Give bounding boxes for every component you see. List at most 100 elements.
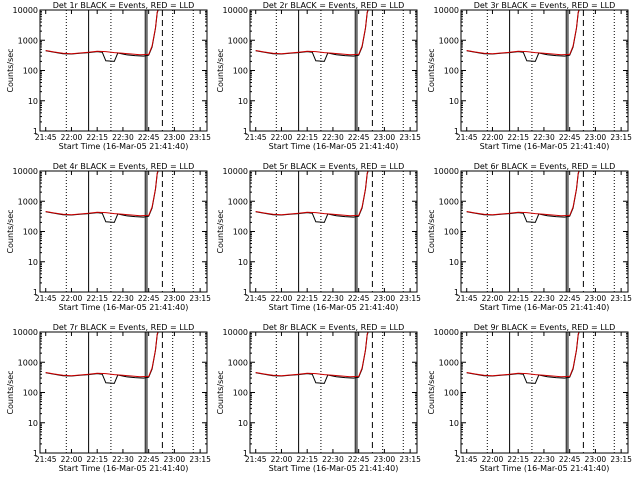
- y-tick-label: 10: [238, 97, 248, 106]
- x-tick-label: 22:45: [348, 294, 370, 303]
- x-tick-label: 22:15: [296, 455, 318, 464]
- y-tick-label: 1000: [18, 197, 38, 206]
- x-tick-label: 22:30: [322, 133, 344, 142]
- x-tick-label: 23:15: [399, 455, 421, 464]
- plot-title: Det 2r BLACK = Events, RED = LLD: [263, 1, 405, 10]
- x-tick-label: 22:15: [86, 294, 108, 303]
- plot-panel-5: Det 5r BLACK = Events, RED = LLD 1 10 100 10…: [216, 162, 421, 312]
- y-tick-label: 1: [454, 449, 459, 458]
- x-tick-label: 23:00: [585, 294, 607, 303]
- y-tick-label: 100: [233, 389, 248, 398]
- plot-panel-2: Det 2r BLACK = Events, RED = LLD 1 10 100 10…: [216, 1, 421, 151]
- x-tick-label: 22:30: [112, 133, 134, 142]
- series-line-lld: [466, 171, 580, 217]
- plot-panel-3: Det 3r BLACK = Events, RED = LLD 1 10 100 10…: [427, 1, 632, 151]
- x-tick-label: 21:45: [35, 133, 57, 142]
- x-tick-label: 22:15: [296, 294, 318, 303]
- x-tick-label: 23:00: [164, 133, 186, 142]
- y-tick-label: 100: [233, 67, 248, 76]
- plot-frame: [249, 331, 418, 454]
- y-tick-label: 1: [33, 127, 38, 136]
- plot-frame: [460, 9, 629, 132]
- y-tick-label: 10: [449, 419, 459, 428]
- x-tick-label: 22:30: [112, 294, 134, 303]
- y-tick-label: 100: [444, 67, 459, 76]
- x-tick-label: 23:15: [610, 294, 632, 303]
- x-tick-label: 23:00: [374, 133, 396, 142]
- series-line-lld: [255, 332, 369, 378]
- x-tick-label: 22:45: [138, 133, 160, 142]
- plot-title: Det 1r BLACK = Events, RED = LLD: [53, 1, 195, 10]
- plot-title: Det 6r BLACK = Events, RED = LLD: [474, 162, 616, 171]
- x-tick-label: 21:45: [456, 133, 478, 142]
- x-tick-label: 22:30: [533, 133, 555, 142]
- x-tick-label: 22:15: [86, 133, 108, 142]
- x-tick-label: 22:00: [482, 294, 504, 303]
- x-tick-label: 22:30: [322, 294, 344, 303]
- x-tick-label: 23:15: [189, 294, 211, 303]
- y-axis-label: Counts/sec: [6, 370, 15, 414]
- plot-title: Det 7r BLACK = Events, RED = LLD: [53, 323, 195, 332]
- x-tick-label: 22:45: [559, 455, 581, 464]
- x-tick-label: 22:00: [61, 294, 83, 303]
- y-axis-label: Counts/sec: [427, 209, 436, 253]
- x-axis-label: Start Time (16-Mar-05 21:41:40): [59, 142, 189, 151]
- x-tick-label: 23:15: [399, 294, 421, 303]
- x-tick-label: 22:00: [61, 455, 83, 464]
- plot-frame: [249, 9, 418, 132]
- y-tick-label: 10000: [13, 328, 38, 337]
- series-line-lld: [466, 10, 580, 56]
- x-tick-label: 23:00: [585, 133, 607, 142]
- plot-frame: [39, 331, 208, 454]
- x-axis-label: Start Time (16-Mar-05 21:41:40): [269, 303, 399, 312]
- y-tick-label: 10000: [13, 6, 38, 15]
- x-tick-label: 23:00: [374, 294, 396, 303]
- plot-frame: [249, 170, 418, 293]
- x-tick-label: 21:45: [245, 455, 267, 464]
- y-tick-label: 10000: [223, 167, 248, 176]
- y-tick-label: 10: [449, 97, 459, 106]
- x-tick-label: 23:15: [189, 455, 211, 464]
- y-tick-label: 10: [449, 258, 459, 267]
- plot-title: Det 8r BLACK = Events, RED = LLD: [263, 323, 405, 332]
- y-tick-label: 1000: [18, 358, 38, 367]
- x-tick-label: 21:45: [245, 294, 267, 303]
- y-axis-label: Counts/sec: [6, 48, 15, 92]
- y-tick-label: 1000: [228, 197, 248, 206]
- x-tick-label: 23:00: [585, 455, 607, 464]
- y-axis-label: Counts/sec: [427, 370, 436, 414]
- y-tick-label: 1000: [18, 36, 38, 45]
- y-tick-label: 1000: [228, 358, 248, 367]
- x-tick-label: 22:45: [559, 294, 581, 303]
- plot-frame: [460, 331, 629, 454]
- y-tick-label: 10000: [223, 6, 248, 15]
- x-tick-label: 22:30: [533, 455, 555, 464]
- plot-title: Det 4r BLACK = Events, RED = LLD: [53, 162, 195, 171]
- x-tick-label: 21:45: [456, 455, 478, 464]
- x-tick-label: 22:15: [86, 455, 108, 464]
- x-tick-label: 22:30: [322, 455, 344, 464]
- y-tick-label: 10000: [434, 328, 459, 337]
- x-axis-label: Start Time (16-Mar-05 21:41:40): [480, 303, 610, 312]
- series-line-lld: [45, 332, 159, 378]
- series-line-lld: [255, 10, 369, 56]
- y-tick-label: 100: [23, 228, 38, 237]
- x-tick-label: 23:15: [399, 133, 421, 142]
- y-tick-label: 1: [33, 449, 38, 458]
- x-tick-label: 22:45: [559, 133, 581, 142]
- y-tick-label: 10000: [434, 167, 459, 176]
- x-tick-label: 22:30: [112, 455, 134, 464]
- y-tick-label: 1000: [228, 36, 248, 45]
- x-axis-label: Start Time (16-Mar-05 21:41:40): [480, 142, 610, 151]
- series-line-lld: [255, 171, 369, 217]
- x-tick-label: 23:00: [164, 294, 186, 303]
- x-tick-label: 23:15: [189, 133, 211, 142]
- plot-frame: [39, 9, 208, 132]
- y-tick-label: 10: [28, 258, 38, 267]
- y-tick-label: 1: [243, 288, 248, 297]
- y-axis-label: Counts/sec: [6, 209, 15, 253]
- x-axis-label: Start Time (16-Mar-05 21:41:40): [480, 464, 610, 473]
- series-line-lld: [45, 10, 159, 56]
- y-tick-label: 1: [243, 449, 248, 458]
